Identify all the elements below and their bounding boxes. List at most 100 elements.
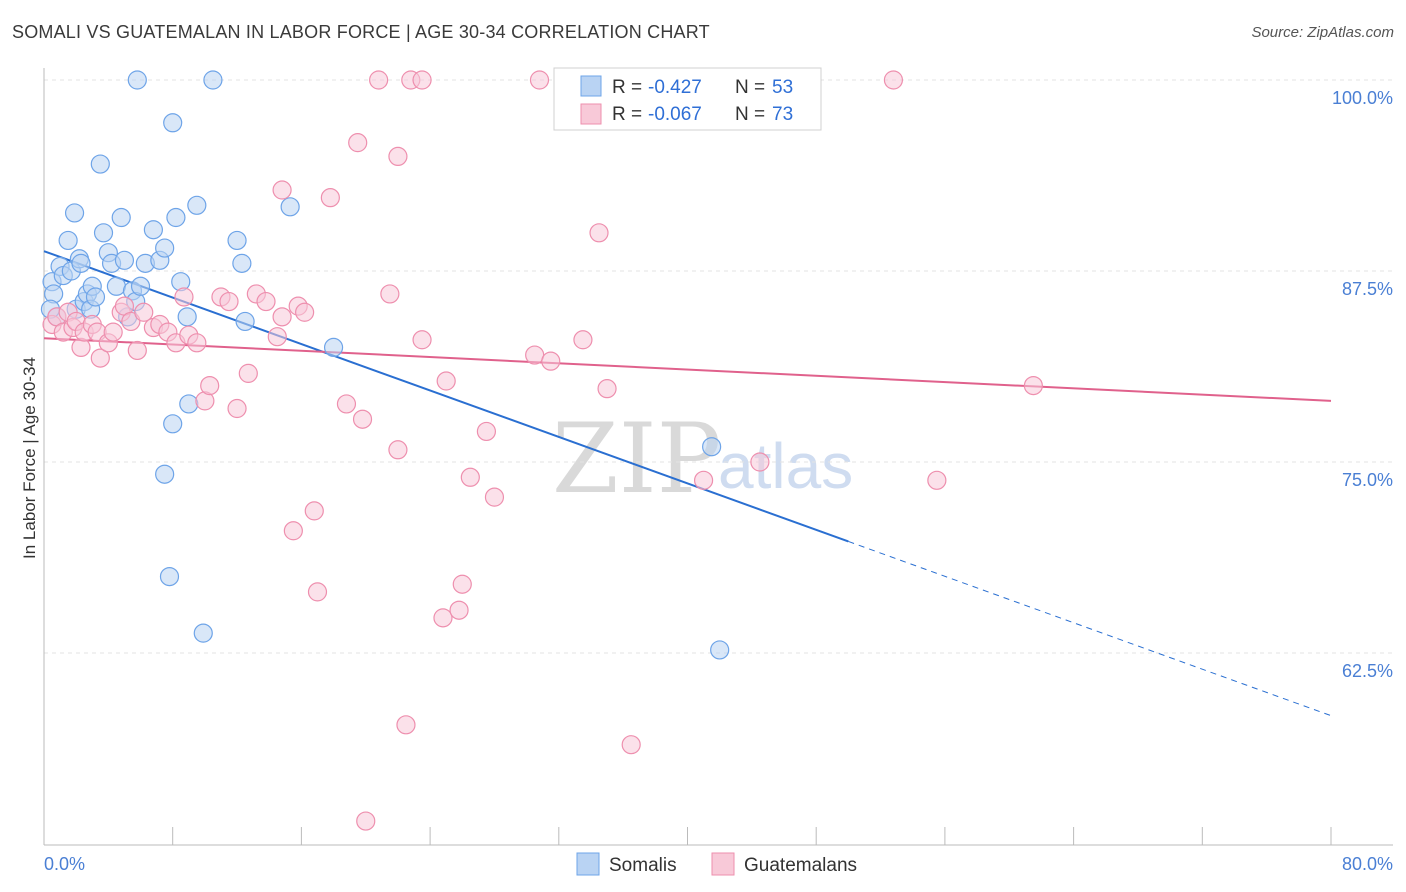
point-guatemalans (541, 351, 561, 371)
y-tick-label: 62.5% (1342, 661, 1393, 681)
point-guatemalans (484, 487, 505, 507)
point-guatemalans (412, 330, 432, 350)
point-guatemalans (452, 574, 472, 594)
point-guatemalans (525, 345, 545, 365)
point-somalis (179, 394, 199, 414)
point-guatemalans (103, 322, 123, 342)
y-axis-label: In Labor Force | Age 30-34 (20, 357, 39, 559)
point-somalis (203, 70, 223, 90)
point-guatemalans (388, 146, 408, 166)
axes (43, 68, 1393, 846)
point-guatemalans (272, 307, 292, 327)
legend-n-label-guatemalans: N = (735, 104, 765, 125)
point-guatemalans (348, 133, 368, 153)
point-guatemalans (693, 470, 714, 490)
point-guatemalans (460, 467, 480, 487)
point-guatemalans (476, 421, 497, 442)
point-guatemalans (589, 223, 609, 243)
point-somalis (323, 337, 344, 357)
point-guatemalans (336, 394, 357, 414)
point-somalis (64, 203, 85, 223)
point-somalis (114, 250, 135, 270)
point-guatemalans (127, 340, 147, 361)
trend-line-somalis (43, 250, 849, 543)
point-guatemalans (238, 363, 258, 383)
point-somalis (227, 230, 247, 251)
correlation-legend: R = -0.427 N = 53 R = -0.067 N = 73 (553, 67, 822, 131)
point-somalis (163, 414, 183, 434)
legend-n-value-guatemalans: 73 (772, 104, 793, 125)
point-somalis (159, 566, 180, 587)
point-guatemalans (621, 735, 641, 755)
point-guatemalans (272, 180, 292, 200)
point-guatemalans (307, 582, 328, 602)
bottom-legend-swatch-guatemalans (711, 852, 735, 876)
point-guatemalans (134, 302, 154, 322)
point-guatemalans (529, 70, 550, 90)
point-guatemalans (295, 302, 315, 322)
trend-line-extension-somalis (848, 540, 1332, 717)
y-tick-labels: 100.0% 87.5% 75.0% 62.5% (1332, 88, 1393, 681)
point-guatemalans (883, 70, 904, 90)
point-guatemalans (750, 452, 770, 472)
point-somalis (702, 437, 722, 457)
legend-r-value-somalis: -0.427 (648, 77, 702, 98)
point-guatemalans (597, 379, 617, 399)
point-guatemalans (412, 70, 432, 90)
legend-r-label-somalis: R = (612, 77, 642, 98)
point-guatemalans (396, 715, 416, 735)
point-guatemalans (1023, 376, 1043, 396)
point-guatemalans (267, 327, 287, 347)
point-guatemalans (174, 287, 194, 307)
point-somalis (155, 464, 175, 484)
point-somalis (177, 307, 197, 327)
point-somalis (235, 311, 255, 332)
point-somalis (58, 230, 78, 251)
point-somalis (130, 276, 151, 296)
point-guatemalans (380, 284, 400, 304)
point-somalis (163, 113, 183, 133)
legend-n-value-somalis: 53 (772, 77, 793, 98)
point-guatemalans (433, 608, 453, 628)
point-guatemalans (388, 440, 408, 460)
source-label: Source: ZipAtlas.com (1251, 24, 1394, 41)
legend-r-value-guatemalans: -0.067 (648, 104, 702, 125)
data-points (40, 70, 1043, 831)
y-tick-label: 75.0% (1342, 470, 1393, 490)
x-tick-min: 0.0% (44, 854, 85, 874)
point-guatemalans (369, 70, 389, 90)
point-somalis (187, 195, 207, 215)
bottom-legend-swatch-somalis (576, 852, 600, 876)
point-somalis (166, 207, 186, 228)
point-guatemalans (219, 291, 239, 312)
legend-swatch-somalis (580, 75, 602, 97)
point-guatemalans (256, 291, 276, 312)
point-guatemalans (227, 398, 247, 419)
point-somalis (111, 207, 131, 228)
point-guatemalans (927, 470, 947, 490)
point-somalis (93, 223, 114, 243)
series-legend: Somalis Guatemalans (576, 852, 857, 876)
y-tick-label: 87.5% (1342, 279, 1393, 299)
watermark-atlas: atlas (718, 430, 853, 502)
point-somalis (143, 220, 163, 240)
point-guatemalans (320, 188, 340, 208)
legend-r-label-guatemalans: R = (612, 104, 642, 125)
point-somalis (710, 640, 730, 660)
point-guatemalans (187, 333, 207, 353)
point-somalis (85, 287, 106, 307)
legend-n-label-somalis: N = (735, 77, 765, 98)
point-guatemalans (304, 501, 324, 521)
point-somalis (90, 154, 110, 174)
point-guatemalans (200, 376, 220, 396)
y-tick-label: 100.0% (1332, 88, 1393, 108)
bottom-legend-label-somalis: Somalis (609, 855, 677, 876)
point-somalis (127, 70, 147, 90)
legend-swatch-guatemalans (580, 103, 602, 125)
point-guatemalans (449, 600, 469, 620)
point-guatemalans (573, 330, 593, 350)
point-somalis (232, 253, 252, 273)
point-guatemalans (283, 521, 303, 541)
point-somalis (106, 276, 126, 296)
